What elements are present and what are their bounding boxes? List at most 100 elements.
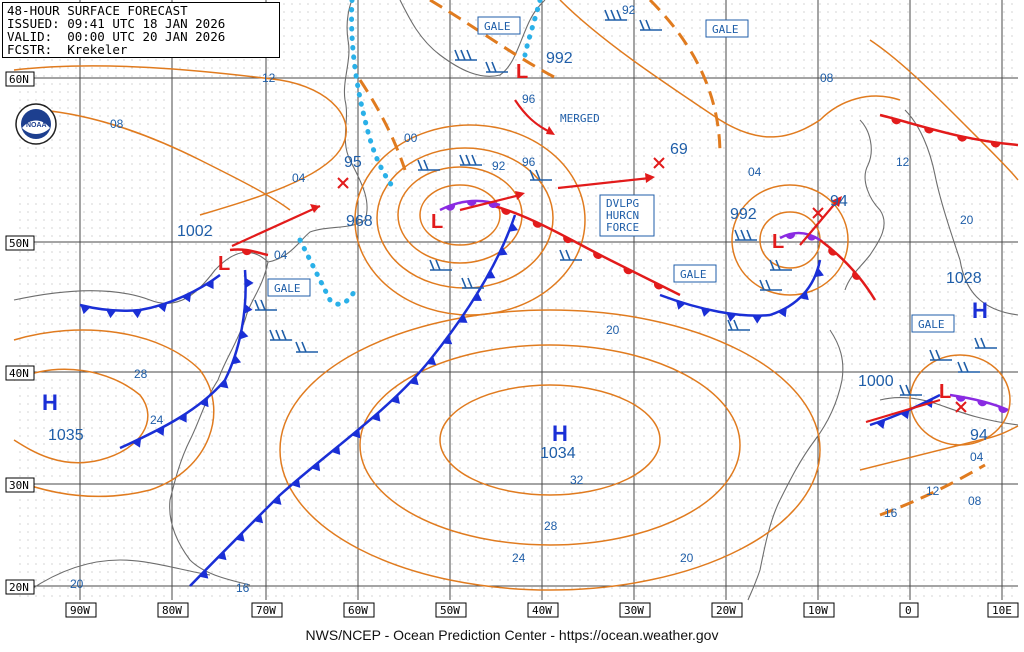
low-center-symbol: L xyxy=(772,231,784,253)
isobar-label: 12 xyxy=(926,484,940,498)
isobar xyxy=(731,184,849,296)
cold-front-triangle xyxy=(199,569,209,579)
isobar-label: 32 xyxy=(570,473,584,487)
isobar-label: 16 xyxy=(236,581,250,595)
cold-front xyxy=(119,269,247,450)
longitude-labels: 90W 80W 70W 60W 50W 40W 30W 20W 10W 0 10… xyxy=(65,602,1019,618)
position-x-icon xyxy=(337,177,349,189)
header-valid: VALID: 00:00 UTC 20 JAN 2026 xyxy=(7,29,226,44)
isobar xyxy=(354,124,586,316)
cold-front-triangle xyxy=(799,291,809,301)
cold-front xyxy=(79,273,221,313)
lon-label: 0 xyxy=(905,604,912,617)
cold-front-triangle xyxy=(311,461,321,472)
gale-label: GALE xyxy=(274,282,301,295)
lon-label: 30W xyxy=(624,604,644,617)
isobar-label: 04 xyxy=(274,248,288,262)
cold-front-triangle xyxy=(205,279,214,290)
forecast-pressure-value: 95 xyxy=(344,154,362,171)
warm-front-semicircle xyxy=(653,282,664,290)
track-arrow xyxy=(799,199,839,246)
track-arrow xyxy=(459,193,521,212)
front-symbols xyxy=(80,118,1008,579)
cold-front-triangle xyxy=(371,412,381,422)
isobars xyxy=(13,0,1019,591)
cold-front-triangle xyxy=(900,409,910,420)
footer-credit: NWS/NCEP - Ocean Prediction Center - htt… xyxy=(0,622,1024,652)
cold-front-triangle xyxy=(157,303,168,313)
gale-label: GALE xyxy=(484,20,511,33)
occluded-front-symbol xyxy=(998,406,1008,414)
dvlpg-label-line: FORCE xyxy=(606,221,639,234)
cold-front-triangle xyxy=(485,269,496,279)
isobar-label: 28 xyxy=(544,519,558,533)
isobar xyxy=(13,368,149,464)
isobar-label: 20 xyxy=(680,551,694,565)
cold-front-triangle xyxy=(155,426,165,436)
lon-label: 70W xyxy=(256,604,276,617)
logo-text: NOAA xyxy=(26,122,47,129)
isobar xyxy=(359,344,741,546)
position-x-icon xyxy=(955,401,967,413)
isobar xyxy=(869,39,1019,181)
low-center-symbol: L xyxy=(516,61,528,83)
isobar-label: 20 xyxy=(70,577,84,591)
cold-front-triangle xyxy=(752,315,763,324)
high-pressure-value: 1028 xyxy=(946,270,982,287)
high-pressure-value: 1035 xyxy=(48,427,84,444)
cold-front-triangle xyxy=(291,478,301,488)
position-x-icon xyxy=(653,157,665,169)
ice-edge xyxy=(297,0,543,307)
cold-front-triangle xyxy=(272,495,282,505)
warm-front-semicircle xyxy=(532,220,543,228)
low-pressure-value: 992 xyxy=(730,206,757,223)
iberia-africa-coast xyxy=(747,329,844,601)
low-center-symbol: L xyxy=(218,253,230,275)
ice-edge-line xyxy=(297,237,358,307)
cold-front-triangle xyxy=(700,307,711,317)
merged-label: MERGED xyxy=(560,112,600,125)
isobar-labels: 12 08 04 00 92 96 92 96 08 04 12 20 04 2… xyxy=(70,3,984,595)
lon-label: 90W xyxy=(70,604,90,617)
occluded-front-symbol xyxy=(445,204,456,211)
warm-front-semicircle xyxy=(891,118,902,125)
gale-label: GALE xyxy=(918,318,945,331)
low-center-symbol: L xyxy=(431,211,443,233)
dvlpg-label-line: HURCN xyxy=(606,209,639,222)
forecast-pressure-value: 94 xyxy=(970,427,988,444)
lat-label: 60N xyxy=(9,73,29,86)
header-issued: ISSUED: 09:41 UTC 18 JAN 2026 xyxy=(7,16,226,31)
gale-label: GALE xyxy=(712,23,739,36)
warm-front-semicircle xyxy=(593,251,603,259)
occluded-front-symbol xyxy=(955,395,966,402)
graticule xyxy=(14,0,1018,600)
track-arrow xyxy=(865,398,941,424)
cold-front-triangle xyxy=(498,246,508,256)
occluded-front-symbol xyxy=(466,200,477,206)
trough-line xyxy=(879,463,986,517)
isobar xyxy=(439,384,661,496)
trough-line xyxy=(358,79,407,171)
cold-front-triangle xyxy=(676,300,686,310)
cold-front-triangle xyxy=(178,413,187,423)
low-center-symbol: L xyxy=(939,381,951,403)
cold-front-triangle xyxy=(331,445,341,455)
isobar xyxy=(859,425,1019,471)
forecast-pressure-value: 69 xyxy=(670,141,688,158)
isobar xyxy=(13,65,347,216)
cold-front xyxy=(659,259,822,317)
warm-front xyxy=(229,248,269,257)
lat-label: 30N xyxy=(9,479,29,492)
lon-label: 60W xyxy=(348,604,368,617)
gale-label: GALE xyxy=(680,268,707,281)
lon-label: 50W xyxy=(440,604,460,617)
cold-front-triangle xyxy=(253,514,264,524)
cold-front-triangle xyxy=(132,438,142,448)
low-pressure-value: 1002 xyxy=(177,223,213,240)
cold-front-triangle xyxy=(426,356,437,366)
wind-barbs xyxy=(254,9,997,396)
ice-edge-line xyxy=(349,0,398,193)
warm-front-semicircle xyxy=(957,135,968,142)
troughs xyxy=(358,0,986,517)
warm-front-semicircle xyxy=(828,247,837,256)
